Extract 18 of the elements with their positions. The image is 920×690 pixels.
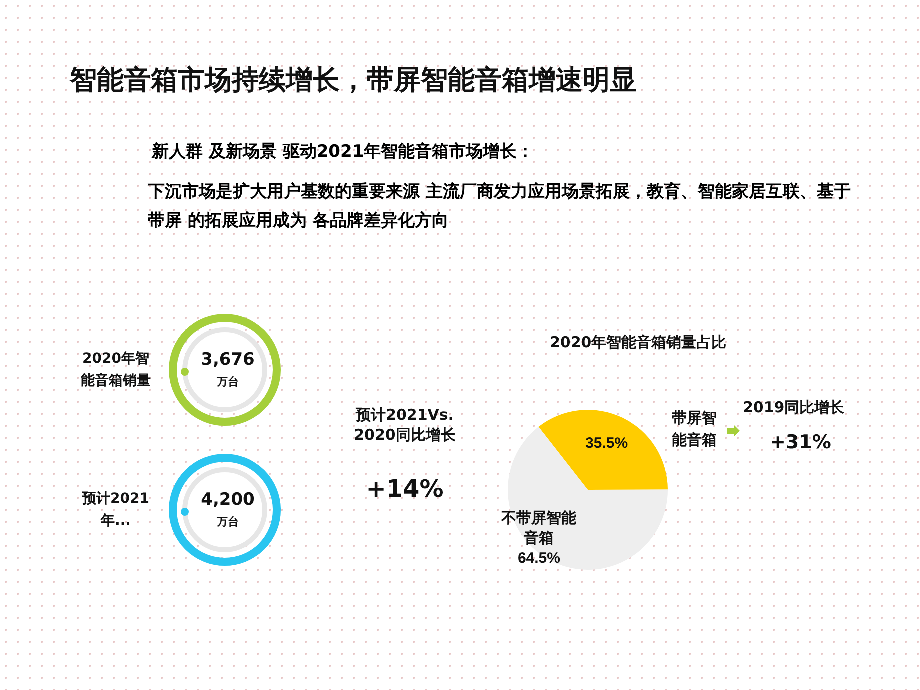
category-label: 预计2021年... — [82, 491, 150, 529]
text: 预计2021Vs.2020同比增长 — [354, 406, 457, 444]
text: +31% — [770, 432, 832, 454]
text: 智能音箱市场持续增长，带屏智能音箱增速明显 — [70, 64, 637, 98]
chart-title: 2020年智能音箱销量占比 — [550, 334, 727, 352]
data-label: 35.5% — [586, 434, 628, 452]
text: 万台 — [216, 376, 239, 388]
slice-label: 不带屏智能音箱 — [500, 510, 578, 548]
text: 4,200 — [201, 490, 255, 510]
text: 新人群 及新场景 驱动2021年智能音箱市场增长： — [152, 141, 534, 163]
text: 下沉市场是扩大用户基数的重要来源 主流厂商发力应用场景拓展，教育、智能家居互联、基于带屏 的拓展应用成为 各品牌差异化方向 — [148, 181, 852, 233]
category-label: 2020年智能音箱销量 — [81, 351, 151, 389]
text: 万台 — [217, 516, 239, 528]
slice-label: 带屏智能音箱 — [672, 409, 717, 449]
text: 2019同比增长 — [743, 398, 846, 416]
data-label: 64.5% — [518, 550, 560, 568]
text: +14% — [366, 475, 444, 503]
text: 3,676 — [201, 350, 255, 370]
